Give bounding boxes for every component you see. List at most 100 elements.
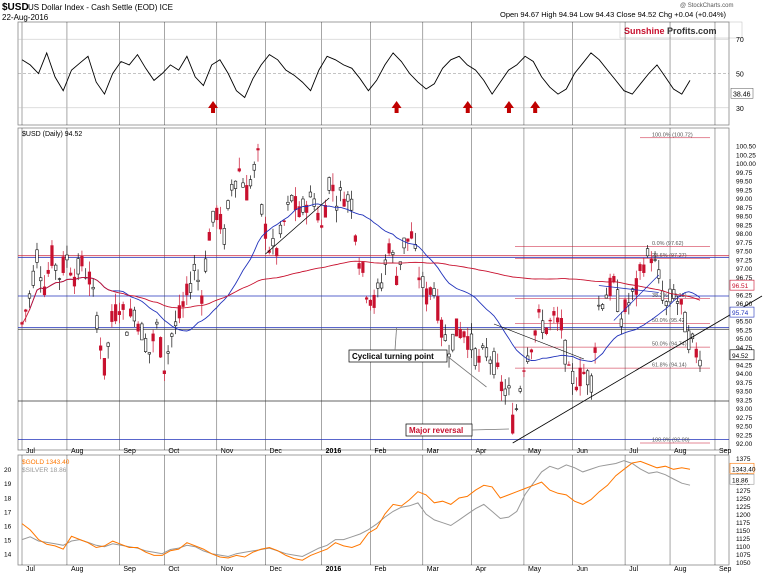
gold-y-tick: 1075 <box>736 552 751 559</box>
candle-body <box>50 245 54 266</box>
price-y-tick: 93.50 <box>736 389 753 396</box>
candle-body <box>31 270 35 286</box>
price-y-tick: 92.75 <box>736 415 753 422</box>
gold-y-tick: 1275 <box>736 488 751 495</box>
candle-body <box>301 198 305 213</box>
candle-body <box>514 408 519 410</box>
price-y-tick: 99.75 <box>736 170 753 177</box>
candle-body <box>589 375 593 393</box>
ratio-x-tick-label: May <box>528 566 542 573</box>
gold-y-tick: 1175 <box>736 520 750 527</box>
price-y-tick: 100.50 <box>736 144 756 151</box>
candle-body <box>99 345 103 351</box>
price-y-tick: 100.00 <box>736 161 756 168</box>
price-y-tick: 98.75 <box>736 205 753 212</box>
candle-body <box>660 290 665 301</box>
ma-200-value-label-box <box>729 279 755 291</box>
candle-body <box>222 228 226 245</box>
rsi-value-box <box>730 88 754 99</box>
symbol-label: $USD <box>2 2 29 13</box>
fib-level-label: 50.0% (95.42) <box>652 318 687 324</box>
candle-body <box>376 282 380 289</box>
price-y-tick: 95.50 <box>736 319 753 326</box>
candle-body <box>657 269 661 279</box>
candle-body <box>687 330 691 350</box>
candle-body <box>511 414 515 434</box>
candle-body <box>192 263 196 271</box>
ma-200-line <box>21 260 701 325</box>
candle-body <box>436 296 440 321</box>
candle-body <box>181 301 185 307</box>
price-x-tick-label: Aug <box>71 448 84 455</box>
gold-y-tick: 1050 <box>736 560 751 567</box>
candle-body <box>559 318 564 331</box>
gold-legend: $GOLD 1343.40 <box>22 459 70 466</box>
candle-body <box>320 225 324 228</box>
gold-y-tick: 1250 <box>736 496 751 503</box>
candle-body <box>615 289 620 312</box>
candle-body <box>162 370 166 374</box>
candle-body <box>215 207 219 221</box>
annotation-pointer <box>394 327 397 351</box>
rsi-layer <box>18 38 729 113</box>
annotation-pointer <box>446 355 487 388</box>
candle-body <box>132 309 136 322</box>
gold-y-tick: 1125 <box>736 536 750 543</box>
price-y-tick: 92.25 <box>736 432 753 439</box>
price-y-tick: 95.25 <box>736 327 753 334</box>
candle-body <box>623 299 627 313</box>
candle-body <box>237 168 241 172</box>
price-x-tick-label: Mar <box>427 448 440 455</box>
candle-body <box>316 212 320 221</box>
silver-y-tick: 20 <box>4 467 12 474</box>
candle-body <box>114 304 118 322</box>
candle-body <box>226 200 230 209</box>
silver-y-tick: 15 <box>4 538 12 545</box>
candle-body <box>293 196 298 211</box>
candle-body <box>394 275 399 286</box>
price-y-tick: 96.25 <box>736 292 753 299</box>
gold-y-tick: 1225 <box>736 504 751 511</box>
fib-level-label: 23.6% (97.27) <box>652 253 687 259</box>
price-y-tick: 97.75 <box>736 240 753 247</box>
price-current-value-label-box <box>729 349 755 361</box>
candle-body <box>462 331 466 338</box>
candle-body <box>91 286 95 290</box>
candle-body <box>233 180 238 189</box>
candle-body <box>196 279 200 282</box>
candle-body <box>35 249 39 263</box>
axes-layer: Jul Aug Sep Oct Nov Dec 2016 Feb Mar Apr May Jun Jul… <box>4 37 756 573</box>
ma-50-value-label: 95.74 <box>732 310 749 317</box>
candle-body <box>574 386 578 391</box>
ratio-x-tick-label: Feb <box>374 566 386 573</box>
candle-body <box>683 312 687 333</box>
candle-body <box>65 254 69 261</box>
price-y-tick: 94.25 <box>736 362 753 369</box>
candle-body <box>241 182 245 188</box>
candle-body <box>533 330 537 336</box>
price-y-tick: 100.25 <box>736 152 756 159</box>
candle-body <box>125 331 129 336</box>
ma-200-value-label: 96.51 <box>732 283 749 290</box>
ratio-x-tick-label: Nov <box>221 566 234 573</box>
candle-body <box>361 262 365 273</box>
price-layer: 0.0% (97.62)23.6% (97.27)38.2% (96.13)50… <box>18 132 763 444</box>
candle-body <box>286 201 290 205</box>
candle-body <box>342 198 346 207</box>
candle-body <box>630 288 635 292</box>
candle-body <box>499 381 504 392</box>
candle-body <box>136 323 140 332</box>
candle-body <box>537 309 541 313</box>
price-panel-legend: $USD (Daily) 94.52 <box>22 131 82 138</box>
candle-body <box>518 388 522 392</box>
channel-trendline <box>265 197 330 255</box>
price-x-tick-label: 2016 <box>326 448 342 455</box>
candle-body <box>368 299 372 306</box>
price-y-tick: 94.75 <box>736 345 753 352</box>
wedge-line <box>493 323 584 360</box>
candle-body <box>619 318 623 327</box>
candle-body <box>492 351 496 376</box>
candle-body <box>177 305 181 319</box>
candle-body <box>305 204 309 213</box>
